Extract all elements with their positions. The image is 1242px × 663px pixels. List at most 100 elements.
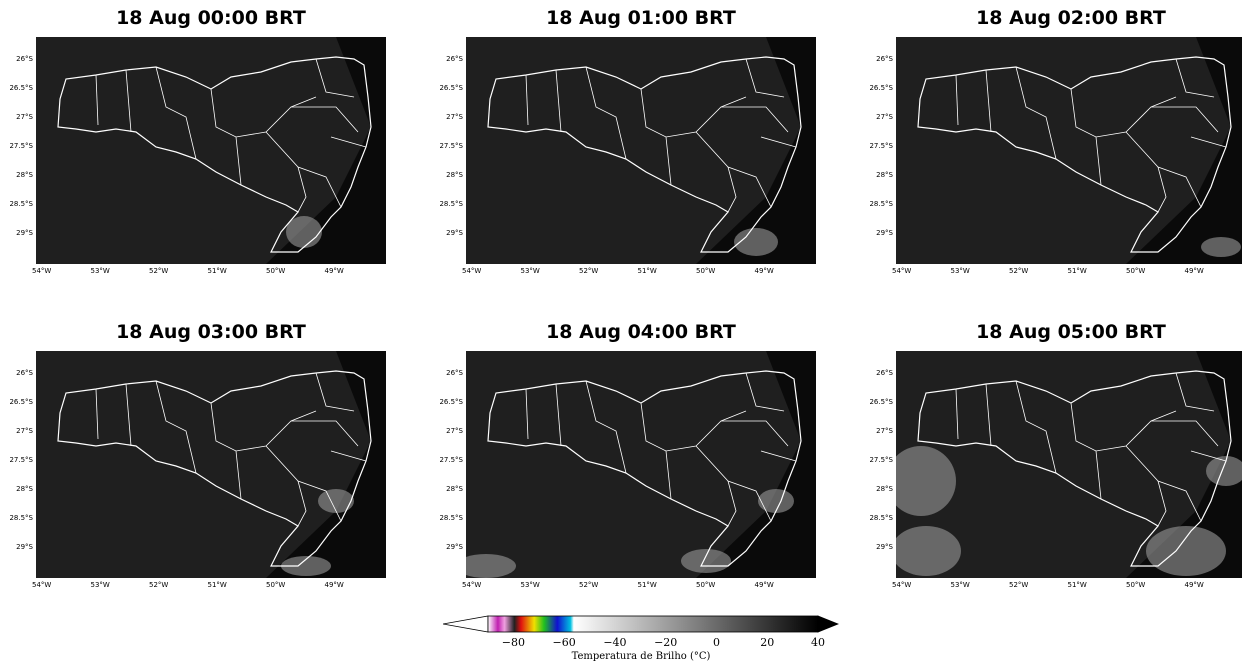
- lat-tick-label: 28°S: [446, 171, 463, 179]
- lon-tick-label: 50°W: [696, 267, 716, 275]
- lon-tick-label: 54°W: [32, 581, 52, 589]
- lat-tick-label: 27.5°S: [9, 456, 33, 464]
- state-border: [487, 56, 802, 253]
- lat-tick-label: 26.5°S: [439, 84, 463, 92]
- region-border: [1095, 450, 1102, 500]
- region-border: [1015, 380, 1057, 474]
- region-border: [330, 450, 367, 462]
- region-border: [95, 74, 99, 126]
- lon-tick-label: 52°W: [1009, 581, 1029, 589]
- lon-tick-label: 51°W: [207, 581, 227, 589]
- map-panel: 18 Aug 03:00 BRT 26°S 26.5°S 27°S 27.5°S 28°S…: [9, 321, 386, 589]
- region-border: [727, 480, 737, 527]
- region-border: [985, 69, 992, 133]
- region-border: [155, 66, 197, 160]
- cloud: [1206, 456, 1242, 486]
- colorbar-min-extend: [442, 615, 489, 633]
- region-border: [1190, 450, 1227, 462]
- lon-tick-label: 50°W: [266, 581, 286, 589]
- colorbar-tick-label: 20: [760, 636, 775, 649]
- satellite-image: [466, 351, 816, 578]
- state-border: [487, 370, 802, 567]
- region-border: [525, 74, 529, 126]
- region-border: [955, 74, 959, 126]
- region-border: [1175, 372, 1215, 412]
- lon-tick-label: 49°W: [324, 267, 344, 275]
- cloud: [281, 556, 331, 576]
- panel-title: 18 Aug 01:00 BRT: [546, 7, 736, 29]
- region-border: [315, 58, 355, 98]
- lon-tick-label: 50°W: [266, 267, 286, 275]
- lon-tick-label: 51°W: [637, 581, 657, 589]
- lat-tick-label: 29°S: [16, 229, 33, 237]
- region-border: [585, 380, 627, 474]
- region-border: [1151, 420, 1219, 447]
- lon-tick-label: 53°W: [90, 581, 110, 589]
- lon-tick-label: 49°W: [754, 581, 774, 589]
- lon-tick-label: 49°W: [1184, 267, 1204, 275]
- panel-title: 18 Aug 00:00 BRT: [116, 7, 306, 29]
- map-panel: 18 Aug 02:00 BRT 26°S 26.5°S 27°S 27.5°S 28°S…: [869, 7, 1242, 275]
- lat-tick-label: 27°S: [446, 113, 463, 121]
- map-panel: 18 Aug 05:00 BRT 26°S 26.5°S 27°S 27.5°S 28°S…: [869, 321, 1242, 589]
- region-border: [1125, 131, 1202, 208]
- lat-tick-label: 26°S: [876, 55, 893, 63]
- region-border: [555, 69, 562, 133]
- lat-tick-label: 26.5°S: [9, 84, 33, 92]
- lon-tick-label: 53°W: [520, 267, 540, 275]
- lat-tick-label: 29°S: [876, 543, 893, 551]
- region-border: [525, 388, 529, 440]
- lon-tick-label: 54°W: [32, 267, 52, 275]
- region-border: [695, 445, 772, 522]
- region-border: [315, 372, 355, 412]
- lon-tick-label: 53°W: [950, 581, 970, 589]
- region-border: [665, 136, 672, 186]
- region-border: [291, 106, 359, 133]
- lon-tick-label: 52°W: [579, 267, 599, 275]
- lat-tick-label: 26°S: [876, 369, 893, 377]
- region-border: [210, 402, 317, 452]
- colorbar-tick-label: −60: [552, 636, 576, 649]
- cloud: [1201, 237, 1241, 257]
- lon-tick-label: 53°W: [520, 581, 540, 589]
- colorbar-max-extend: [817, 615, 840, 633]
- lat-tick-label: 28.5°S: [439, 514, 463, 522]
- region-border: [1175, 58, 1215, 98]
- state-border: [57, 56, 372, 253]
- satellite-image: [36, 351, 386, 578]
- region-border: [297, 480, 307, 527]
- cloud: [318, 489, 354, 513]
- region-border: [1125, 445, 1202, 522]
- region-border: [745, 372, 785, 412]
- region-border: [265, 131, 342, 208]
- lat-tick-label: 28°S: [876, 171, 893, 179]
- ocean-area: [1126, 37, 1242, 264]
- ocean-area: [1126, 351, 1242, 578]
- region-border: [1151, 106, 1219, 133]
- lat-tick-label: 28°S: [876, 485, 893, 493]
- lat-tick-label: 26°S: [446, 55, 463, 63]
- lat-tick-label: 29°S: [446, 543, 463, 551]
- region-border: [555, 383, 562, 447]
- region-border: [210, 88, 317, 138]
- lon-tick-label: 49°W: [754, 267, 774, 275]
- region-border: [665, 450, 672, 500]
- lon-tick-label: 54°W: [892, 581, 912, 589]
- state-border: [917, 56, 1232, 253]
- map-panel: 18 Aug 01:00 BRT 26°S 26.5°S 27°S 27.5°S 28°S…: [439, 7, 816, 275]
- colorbar-tick-label: −20: [654, 636, 678, 649]
- lon-tick-label: 54°W: [462, 581, 482, 589]
- lat-tick-label: 28°S: [16, 485, 33, 493]
- lon-tick-label: 51°W: [1067, 267, 1087, 275]
- lat-tick-label: 27.5°S: [869, 142, 893, 150]
- cloud: [758, 489, 794, 513]
- cloud: [734, 228, 778, 256]
- ocean-area: [696, 351, 816, 578]
- lon-tick-label: 51°W: [1067, 581, 1087, 589]
- lon-tick-label: 49°W: [1184, 581, 1204, 589]
- colorbar-bar: [442, 615, 840, 633]
- lat-tick-label: 28.5°S: [9, 514, 33, 522]
- lat-tick-label: 28°S: [446, 485, 463, 493]
- lat-tick-label: 27.5°S: [439, 142, 463, 150]
- lat-tick-label: 29°S: [876, 229, 893, 237]
